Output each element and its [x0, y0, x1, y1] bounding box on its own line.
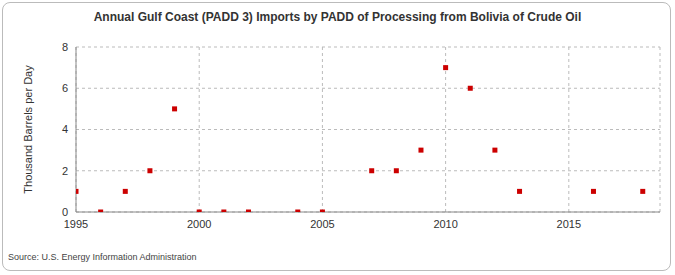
svg-text:4: 4	[62, 123, 68, 135]
svg-text:0: 0	[62, 206, 68, 218]
svg-text:8: 8	[62, 41, 68, 53]
svg-text:2000: 2000	[187, 218, 211, 230]
svg-text:2: 2	[62, 165, 68, 177]
svg-text:6: 6	[62, 82, 68, 94]
svg-text:1995: 1995	[64, 218, 88, 230]
svg-text:2005: 2005	[310, 218, 334, 230]
html-text:Annual Gulf Coast (PADD 3) Imp: Annual Gulf Coast (PADD 3) Imports by PA…	[93, 10, 582, 24]
html-text:Source: U.S. Energy Informatio: Source: U.S. Energy Information Administ…	[8, 252, 197, 262]
svg-text:2015: 2015	[557, 218, 581, 230]
svg-text:2010: 2010	[433, 218, 457, 230]
svg-text:Thousand Barrels per Day: Thousand Barrels per Day	[22, 65, 34, 194]
